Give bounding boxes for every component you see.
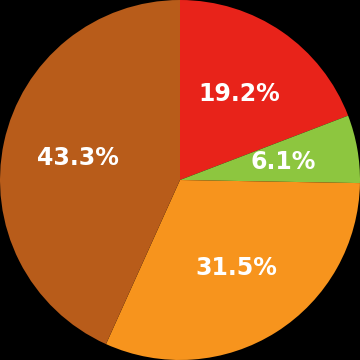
Text: 6.1%: 6.1% [250,150,315,174]
Text: 43.3%: 43.3% [37,146,119,170]
Wedge shape [0,0,180,344]
Text: 31.5%: 31.5% [195,256,277,280]
Wedge shape [180,116,360,183]
Wedge shape [106,180,360,360]
Wedge shape [180,0,348,180]
Text: 19.2%: 19.2% [198,82,280,106]
